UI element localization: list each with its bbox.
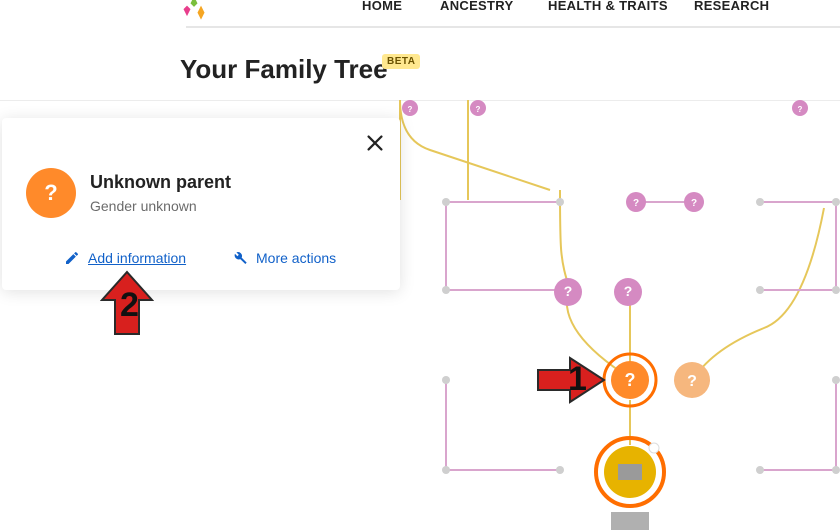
close-icon[interactable] [364,132,386,154]
you-label-placeholder [611,512,649,530]
svg-text:?: ? [476,105,481,114]
nav-ancestry[interactable]: ANCESTRY [440,0,513,13]
avatar-glyph: ? [44,180,57,206]
nav-divider [186,26,840,28]
svg-text:?: ? [625,370,636,390]
svg-text:?: ? [564,283,573,299]
wrench-icon [232,250,248,266]
annotation-number-2: 2 [120,286,139,325]
brand-logo [180,0,208,22]
svg-text:?: ? [687,373,697,390]
person-subtitle: Gender unknown [90,198,197,214]
add-information-link[interactable]: Add information [64,250,186,266]
svg-text:?: ? [633,198,639,209]
beta-badge: BETA [382,54,420,69]
person-info-card: ? Unknown parent Gender unknown Add info… [2,118,400,290]
parent-node-selected[interactable]: ? [604,354,656,406]
you-node[interactable] [596,438,664,506]
person-avatar: ? [26,168,76,218]
nav-health[interactable]: HEALTH & TRAITS [548,0,668,13]
parent-node-unknown[interactable]: ? [674,362,710,398]
page-title: Your Family Tree [180,54,388,85]
svg-text:?: ? [798,105,803,114]
more-actions-link[interactable]: More actions [232,250,336,266]
person-name: Unknown parent [90,172,231,193]
nav-research[interactable]: RESEARCH [694,0,769,13]
svg-text:?: ? [624,283,633,299]
more-actions-label: More actions [256,250,336,266]
svg-text:?: ? [408,105,413,114]
annotation-number-1: 1 [568,360,587,399]
add-information-label: Add information [88,250,186,266]
nav-home[interactable]: HOME [362,0,402,13]
pencil-icon [64,250,80,266]
svg-text:?: ? [691,198,697,209]
